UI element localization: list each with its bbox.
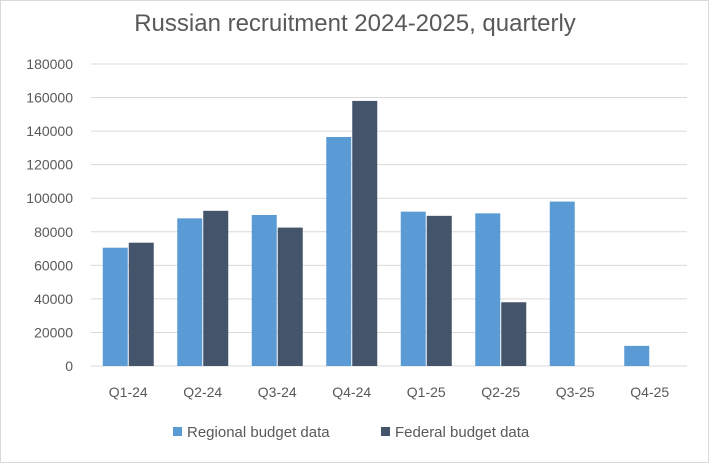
legend: Regional budget data Federal budget data bbox=[173, 424, 530, 441]
y-tick-label: 80000 bbox=[34, 224, 73, 240]
x-tick-label: Q3-25 bbox=[556, 384, 595, 400]
bar-regional-q4-25 bbox=[624, 345, 650, 366]
y-tick-label: 120000 bbox=[26, 157, 73, 173]
bar-federal-q4-24 bbox=[352, 100, 378, 367]
bar-regional-q4-24 bbox=[326, 136, 352, 366]
bar-federal-q2-24 bbox=[203, 210, 229, 366]
chart-title: Russian recruitment 2024-2025, quarterly bbox=[134, 10, 576, 37]
bar-regional-q3-24 bbox=[251, 215, 277, 366]
y-tick-label: 40000 bbox=[34, 291, 73, 307]
x-tick-label: Q4-25 bbox=[630, 384, 669, 400]
bars bbox=[102, 100, 650, 367]
bar-regional-q1-24 bbox=[102, 247, 128, 366]
y-axis-tick-labels: 0 20000 40000 60000 80000 100000 120000 140000 1… bbox=[26, 56, 73, 374]
y-tick-label: 180000 bbox=[26, 56, 73, 72]
bar-regional-q1-25 bbox=[400, 211, 426, 366]
x-tick-label: Q1-24 bbox=[109, 384, 148, 400]
x-axis-tick-labels: Q1-24 Q2-24 Q3-24 Q4-24 Q1-25 Q2-25 Q3-25 Q4-25 bbox=[109, 384, 670, 400]
y-tick-label: 0 bbox=[65, 358, 73, 374]
legend-swatch-regional bbox=[173, 427, 182, 436]
bar-regional-q2-24 bbox=[177, 218, 203, 366]
legend-label: Federal budget data bbox=[395, 424, 530, 441]
legend-label: Regional budget data bbox=[187, 424, 330, 441]
bar-regional-q3-25 bbox=[549, 201, 575, 366]
legend-swatch-federal bbox=[381, 427, 390, 436]
y-tick-label: 100000 bbox=[26, 190, 73, 206]
y-tick-label: 160000 bbox=[26, 90, 73, 106]
y-tick-label: 60000 bbox=[34, 257, 73, 273]
bar-federal-q1-25 bbox=[426, 215, 452, 366]
bar-federal-q3-24 bbox=[277, 227, 303, 366]
x-tick-label: Q2-25 bbox=[481, 384, 520, 400]
y-tick-label: 140000 bbox=[26, 123, 73, 139]
x-tick-label: Q4-24 bbox=[332, 384, 371, 400]
bar-regional-q2-25 bbox=[475, 213, 501, 366]
bar-federal-q1-24 bbox=[128, 242, 154, 366]
x-tick-label: Q3-24 bbox=[258, 384, 297, 400]
y-tick-label: 20000 bbox=[34, 324, 73, 340]
x-tick-label: Q2-24 bbox=[183, 384, 222, 400]
bar-federal-q2-25 bbox=[501, 302, 527, 366]
x-tick-label: Q1-25 bbox=[407, 384, 446, 400]
